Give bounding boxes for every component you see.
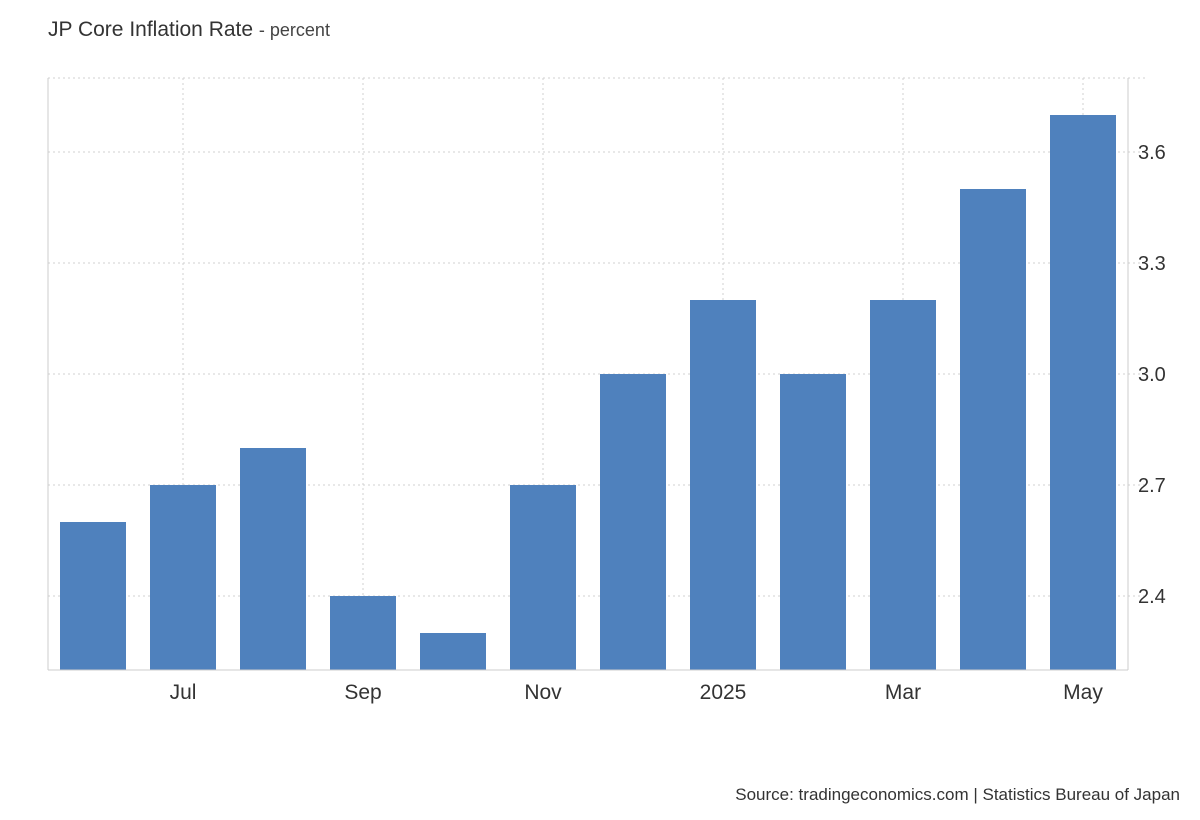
y-tick-label: 3.3 (1138, 253, 1166, 275)
bar-apr-2025[interactable] (960, 189, 1026, 670)
bars (60, 115, 1116, 670)
bar-aug-2024[interactable] (240, 448, 306, 670)
bar-may-2025[interactable] (1050, 115, 1116, 670)
bar-mar-2025[interactable] (870, 300, 936, 670)
bar-chart: 2.4 2.7 3.0 3.3 3.6 Jul Sep Nov 2025 Mar May (47, 77, 1166, 704)
bar-jul-2024[interactable] (150, 485, 216, 670)
bar-nov-2024[interactable] (510, 485, 576, 670)
y-tick-labels: 2.4 2.7 3.0 3.3 3.6 (1138, 142, 1166, 608)
x-tick-label: Sep (344, 681, 381, 704)
x-tick-label: 2025 (700, 681, 747, 704)
chart-title: JP Core Inflation Rate - percent (48, 18, 330, 42)
x-tick-label: Jul (170, 681, 197, 704)
x-tick-label: Nov (524, 681, 562, 704)
axes (47, 78, 1129, 671)
x-tick-label: May (1063, 681, 1103, 704)
bar-feb-2025[interactable] (780, 374, 846, 670)
x-tick-label: Mar (885, 681, 921, 704)
chart-subtitle: - percent (258, 20, 330, 40)
y-tick-label: 2.4 (1138, 586, 1166, 608)
source-note: Source: tradingeconomics.com | Statistic… (735, 785, 1180, 804)
bar-dec-2024[interactable] (600, 374, 666, 670)
chart-title-text: JP Core Inflation Rate (48, 18, 254, 41)
y-tick-label: 3.0 (1138, 364, 1166, 386)
bar-jan-2025[interactable] (690, 300, 756, 670)
bar-oct-2024[interactable] (420, 633, 486, 670)
y-tick-label: 2.7 (1138, 475, 1166, 497)
bar-sep-2024[interactable] (330, 596, 396, 670)
x-tick-labels: Jul Sep Nov 2025 Mar May (170, 681, 1104, 704)
bar-jun-2024[interactable] (60, 522, 126, 670)
y-tick-label: 3.6 (1138, 142, 1166, 164)
